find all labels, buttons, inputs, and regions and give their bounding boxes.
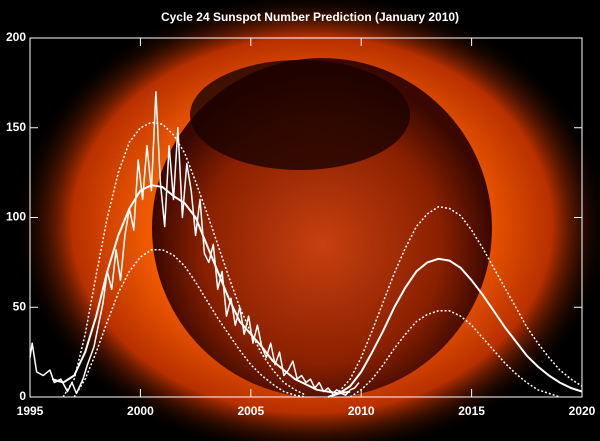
- x-tick-label: 2005: [237, 404, 264, 418]
- y-tick-label: 150: [6, 120, 26, 134]
- series-line: [73, 249, 307, 398]
- y-tick-label: 0: [19, 389, 26, 403]
- x-tick-label: 2010: [348, 404, 375, 418]
- series-line: [327, 205, 583, 398]
- x-tick-label: 2020: [569, 404, 596, 418]
- x-tick-label: 1995: [17, 404, 44, 418]
- coronal-hole: [190, 60, 410, 170]
- x-tick-label: 2000: [127, 404, 154, 418]
- series-line: [51, 184, 351, 395]
- series-line: [29, 91, 360, 396]
- y-tick-label: 100: [6, 210, 26, 224]
- series-line: [349, 310, 561, 398]
- series-line: [327, 257, 583, 398]
- series-line: [62, 121, 307, 398]
- y-tick-label: 200: [6, 30, 26, 44]
- plot-area: 0 50 100 150 200 1995 2000 2005 2010 2015 2020: [6, 30, 596, 418]
- chart-title: Cycle 24 Sunspot Number Prediction (Janu…: [161, 10, 459, 24]
- y-tick-label: 50: [13, 299, 27, 313]
- x-tick-label: 2015: [458, 404, 485, 418]
